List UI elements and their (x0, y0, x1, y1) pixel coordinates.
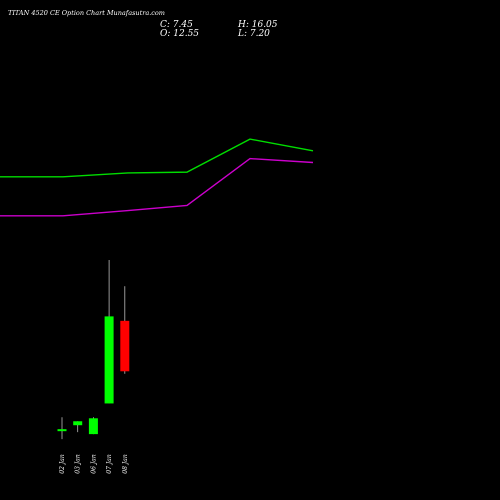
x-tick-label: 07 Jan (106, 454, 113, 474)
overlay-line-2 (0, 157, 314, 217)
candle-body (73, 421, 83, 426)
x-tick-label: 08 Jan (122, 454, 129, 474)
high-value: H: 16.05 (238, 20, 278, 30)
low-value: L: 7.20 (238, 29, 270, 39)
candle-body (120, 320, 130, 372)
candle-body (88, 418, 98, 435)
x-tick-label: 06 Jan (90, 454, 97, 474)
candle-body (104, 316, 114, 404)
open-value: O: 12.55 (160, 29, 200, 39)
x-tick-label: 02 Jan (59, 454, 66, 474)
candle-body (57, 429, 67, 432)
overlay-line-1 (0, 138, 314, 178)
close-value: C: 7.45 (160, 20, 193, 30)
chart-title: TITAN 4520 CE Option Chart Munafasutra.c… (8, 9, 165, 17)
x-tick-label: 03 Jan (75, 454, 82, 474)
